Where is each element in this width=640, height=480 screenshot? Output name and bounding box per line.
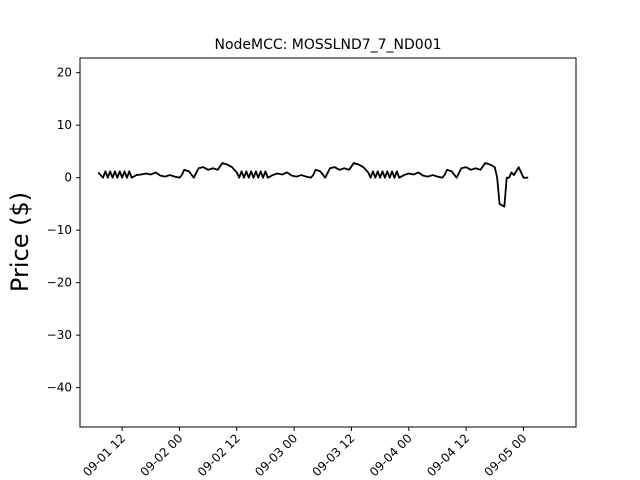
chart-title: NodeMCC: MOSSLND7_7_ND001	[214, 37, 441, 53]
y-axis-label: Price ($)	[6, 192, 34, 292]
y-tick-label: −40	[47, 381, 72, 395]
x-tick-label: 09-02 12	[195, 431, 243, 479]
data-line-group	[97, 162, 529, 208]
y-tick-label: 0	[64, 171, 72, 185]
x-tick-label: 09-01 12	[80, 431, 128, 479]
x-tick-label: 09-04 00	[367, 431, 415, 479]
price-line	[97, 162, 529, 208]
x-tick-label: 09-03 12	[310, 431, 358, 479]
plot-area	[79, 57, 577, 428]
x-axis: 09-01 12 09-02 00 09-02 12 09-03 00 09-03 12…	[80, 427, 530, 479]
x-tick-label: 09-05 00	[482, 431, 530, 479]
y-tick-label: −10	[47, 223, 72, 237]
x-tick-label: 09-04 12	[424, 431, 472, 479]
y-tick-label: 10	[57, 118, 72, 132]
axes-frame	[79, 57, 577, 428]
y-tick-label: −20	[47, 276, 72, 290]
y-tick-label: −30	[47, 328, 72, 342]
y-axis: 20 10 0 −10 −20 −30 −40	[47, 66, 80, 395]
x-tick-label: 09-02 00	[138, 431, 186, 479]
x-tick-label: 09-03 00	[252, 431, 300, 479]
y-tick-label: 20	[57, 66, 72, 80]
